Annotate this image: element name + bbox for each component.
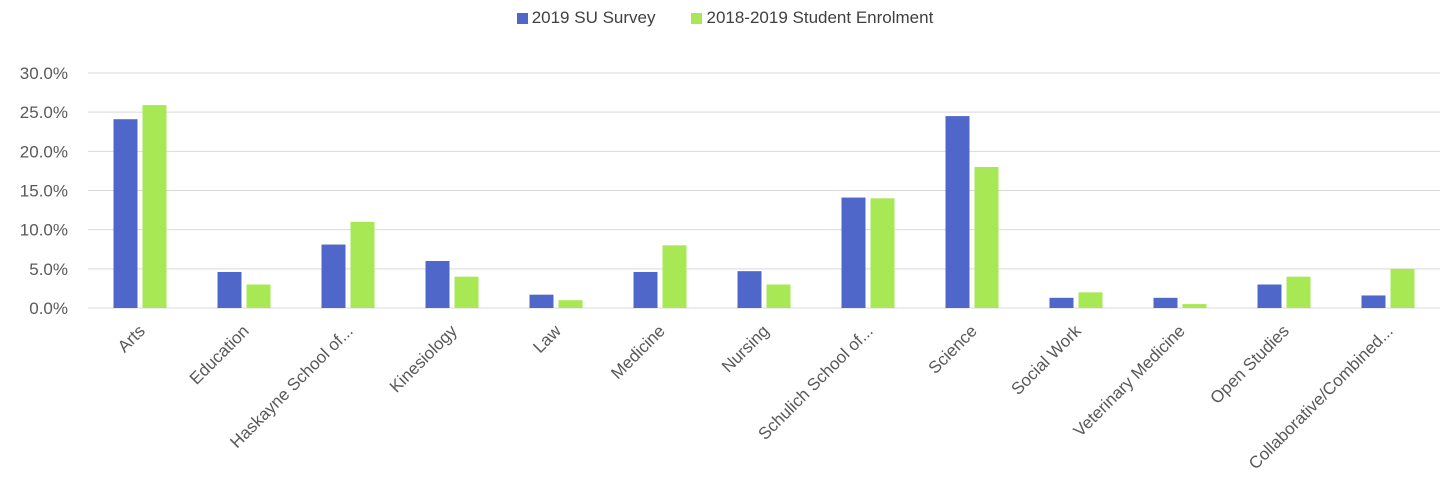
y-tick-label: 30.0% [20,64,68,83]
bar [945,116,970,308]
x-tick-label: Open Studies [1207,321,1293,407]
x-tick-label: Schulich School of... [754,321,876,443]
legend: 2019 SU Survey 2018-2019 Student Enrolme… [0,8,1450,28]
legend-swatch-enrolment [691,12,703,24]
x-tick-label: Medicine [607,321,669,383]
bar [142,105,167,308]
bar [454,276,479,308]
bar [1257,284,1282,308]
bar [113,119,138,308]
x-tick-label: Social Work [1007,321,1085,399]
legend-label-enrolment: 2018-2019 Student Enrolment [706,8,934,27]
bar [1049,297,1074,308]
y-tick-label: 25.0% [20,103,68,122]
bar [662,245,687,308]
bar [737,271,762,308]
legend-label-survey: 2019 SU Survey [531,8,656,27]
x-tick-label: Science [925,321,981,377]
bar [1078,292,1103,308]
bar [217,271,242,308]
bar [350,221,375,308]
bar [633,271,658,308]
bar [558,300,583,308]
y-tick-label: 10.0% [20,221,68,240]
legend-item-enrolment: 2018-2019 Student Enrolment [691,8,933,28]
legend-swatch-survey [516,12,528,24]
bar [1390,268,1415,308]
y-tick-label: 20.0% [20,142,68,161]
x-tick-label: Nursing [718,321,773,376]
x-tick-label: Kinesiology [386,321,461,396]
bar [1286,276,1311,308]
bar [841,197,866,308]
x-tick-label: Education [186,321,253,388]
bar [766,284,791,308]
bar [529,294,554,308]
x-tick-label: Law [529,321,565,357]
bar [974,167,999,308]
bar [1182,304,1207,308]
x-tick-label: Veterinary Medicine [1070,321,1189,440]
legend-item-survey: 2019 SU Survey [516,8,656,28]
bar [1361,295,1386,308]
bar [870,198,895,308]
y-tick-label: 0.0% [29,299,68,318]
bar [246,284,271,308]
y-tick-label: 5.0% [29,260,68,279]
bar [1153,297,1178,308]
bar [425,261,450,308]
y-tick-label: 15.0% [20,182,68,201]
x-tick-label: Arts [114,321,149,356]
bar [321,244,346,308]
